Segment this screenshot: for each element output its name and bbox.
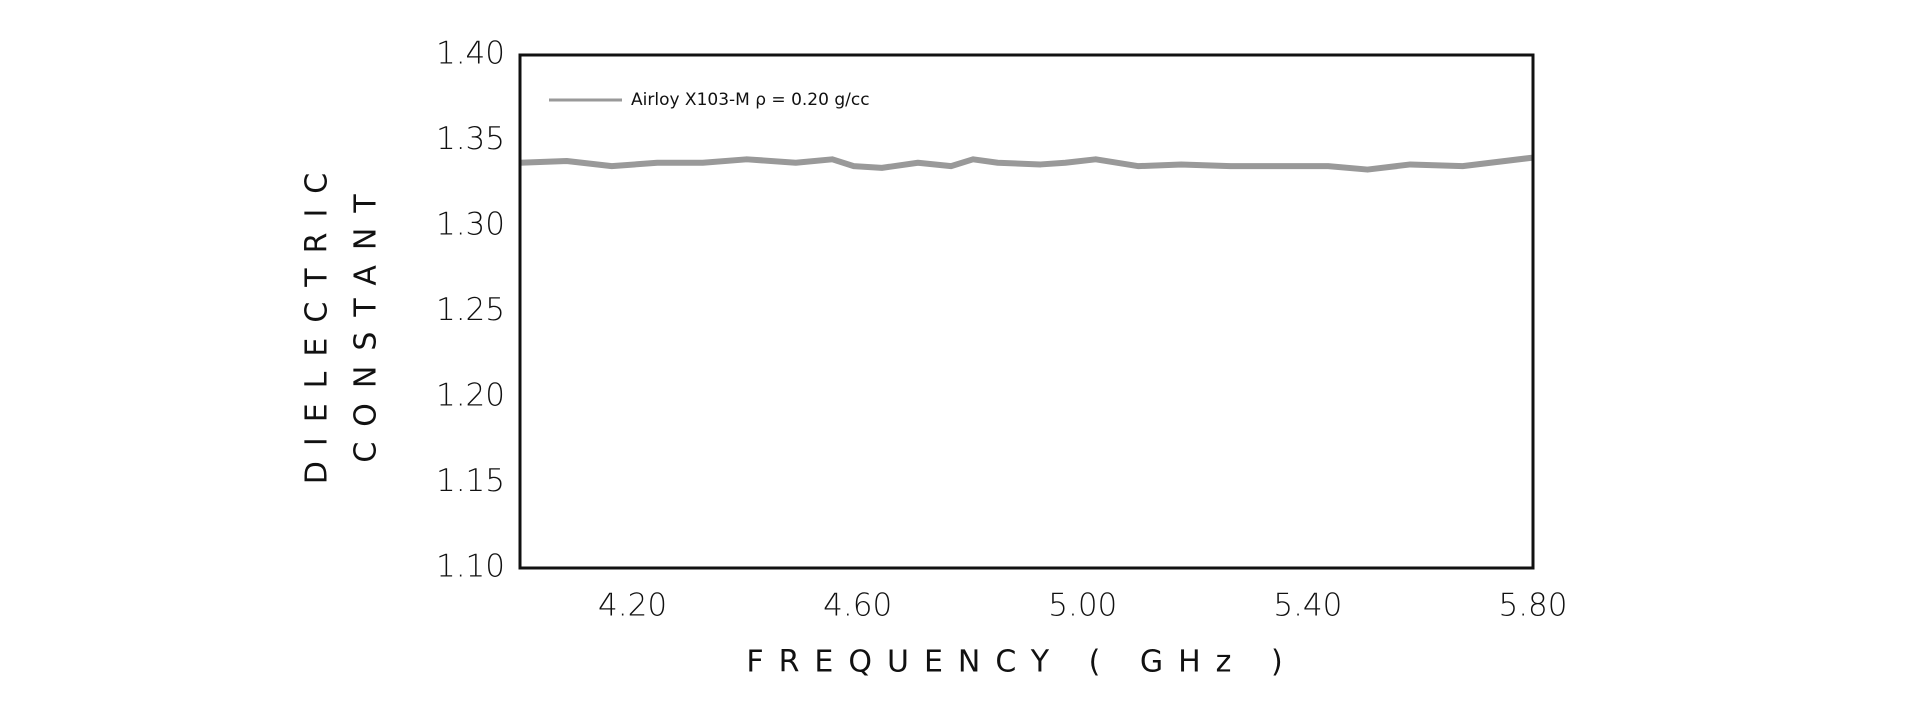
legend-label: Airloy X103-M ρ = 0.20 g/cc: [631, 90, 870, 110]
y-tick-label: 1.15: [436, 463, 505, 499]
x-tick-label: 4.20: [598, 588, 667, 624]
x-tick-label: 5.00: [1048, 588, 1117, 624]
y-tick-label: 1.35: [436, 121, 505, 157]
y-tick-label: 1.20: [436, 378, 505, 414]
x-tick-label: 5.40: [1273, 588, 1342, 624]
x-tick-label: 5.80: [1498, 588, 1567, 624]
x-tick-label: 4.60: [823, 588, 892, 624]
plot-frame: [518, 53, 1535, 570]
y-axis-label-group: DIELECTRIC CONSTANT: [300, 158, 384, 484]
y-axis-label: CONSTANT: [349, 179, 384, 462]
y-axis-label: DIELECTRIC: [300, 158, 335, 484]
y-tick-label: 1.30: [436, 207, 505, 243]
y-tick-label: 1.25: [436, 292, 505, 328]
x-axis-label: FREQUENCY ( GHz ): [746, 645, 1297, 680]
y-tick-label: 1.10: [436, 549, 505, 585]
data-line: [519, 154, 1534, 173]
y-tick-label: 1.40: [436, 36, 505, 72]
